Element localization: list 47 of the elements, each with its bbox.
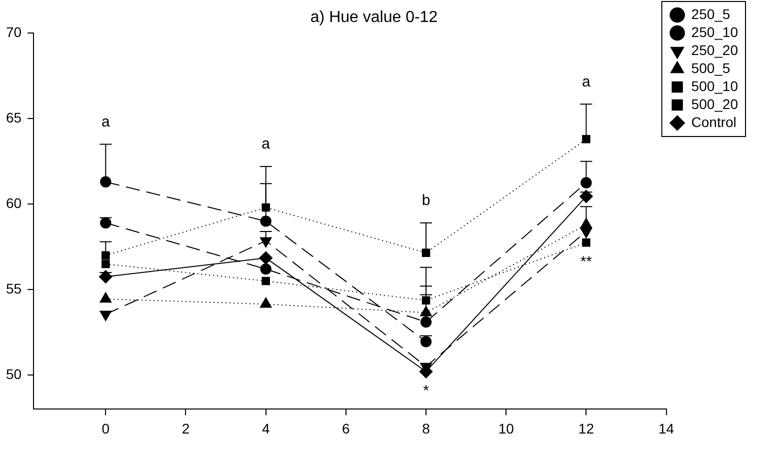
legend-label: 500_5: [691, 60, 730, 76]
point: [580, 228, 592, 238]
y-tick-label: 50: [6, 366, 22, 382]
x-tick-label: 2: [182, 420, 190, 436]
point: [100, 176, 112, 188]
legend-label: 250_10: [691, 24, 738, 40]
x-tick-label: 10: [498, 420, 514, 436]
point: [580, 177, 592, 188]
point: [260, 216, 272, 227]
x-tick-label: 6: [342, 420, 350, 436]
point: [582, 135, 590, 144]
x-tick-label: 4: [262, 420, 270, 436]
y-tick-label: 70: [6, 24, 22, 40]
y-tick-label: 60: [6, 194, 22, 211]
legend-label: 500_10: [691, 78, 738, 94]
annotation: a: [262, 136, 271, 153]
legend-label: 250_5: [691, 6, 730, 22]
annotation: b: [422, 192, 430, 210]
y-tick-label: 55: [6, 280, 22, 296]
point: [580, 218, 592, 228]
point: [582, 238, 590, 247]
x-tick-label: 12: [578, 420, 594, 436]
x-tick-label: 0: [102, 420, 110, 436]
x-tick-label: 8: [422, 420, 430, 436]
point: [259, 251, 272, 265]
annotation: *: [423, 382, 430, 400]
point: [100, 310, 112, 321]
point: [260, 263, 272, 275]
legend-label: 250_20: [691, 42, 738, 58]
point: [262, 203, 270, 212]
point: [420, 336, 432, 348]
point: [422, 248, 430, 257]
x-tick-label: 14: [658, 420, 674, 436]
legend-label: Control: [691, 114, 736, 130]
point: [260, 237, 272, 248]
point: [262, 276, 270, 286]
chart-title: a) Hue value 0-12: [310, 9, 438, 26]
annotation: a: [582, 73, 592, 90]
point: [422, 296, 430, 304]
point: [420, 316, 432, 328]
y-tick-label: 65: [6, 110, 22, 126]
point: [100, 217, 112, 229]
annotation: a: [101, 113, 110, 130]
annotation: **: [580, 254, 592, 271]
legend-label: 500_20: [691, 96, 738, 112]
point: [102, 260, 110, 268]
point: [102, 251, 110, 260]
